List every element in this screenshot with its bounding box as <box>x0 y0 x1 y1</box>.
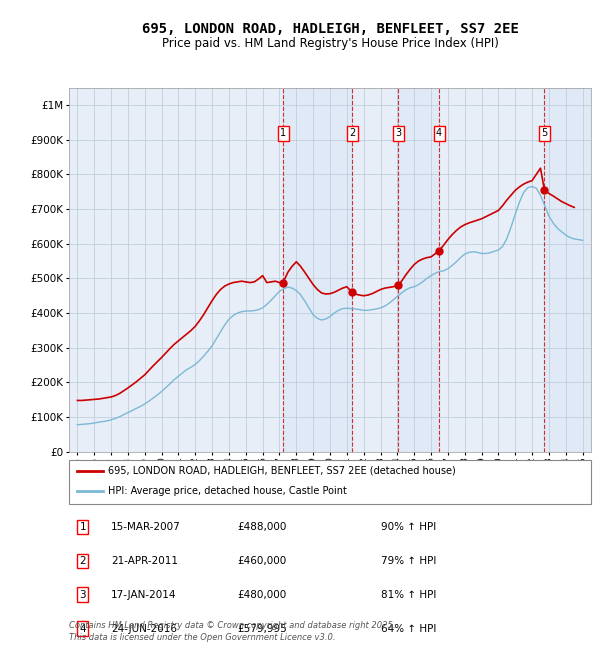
Text: HPI: Average price, detached house, Castle Point: HPI: Average price, detached house, Cast… <box>108 486 347 497</box>
Text: 1: 1 <box>79 522 86 532</box>
FancyBboxPatch shape <box>69 460 591 504</box>
Text: 695, LONDON ROAD, HADLEIGH, BENFLEET, SS7 2EE (detached house): 695, LONDON ROAD, HADLEIGH, BENFLEET, SS… <box>108 465 456 476</box>
Bar <box>398 88 439 452</box>
Text: 21-APR-2011: 21-APR-2011 <box>111 556 178 566</box>
Text: 1: 1 <box>280 128 286 138</box>
Bar <box>283 88 352 452</box>
Text: 2: 2 <box>79 556 86 566</box>
Text: 17-JAN-2014: 17-JAN-2014 <box>111 590 176 600</box>
Text: 3: 3 <box>79 590 86 600</box>
Text: 79% ↑ HPI: 79% ↑ HPI <box>381 556 436 566</box>
Text: 695, LONDON ROAD, HADLEIGH, BENFLEET, SS7 2EE: 695, LONDON ROAD, HADLEIGH, BENFLEET, SS… <box>142 22 518 36</box>
Text: £488,000: £488,000 <box>237 522 286 532</box>
Text: £480,000: £480,000 <box>237 590 286 600</box>
Text: 24-JUN-2016: 24-JUN-2016 <box>111 623 177 634</box>
Text: 64% ↑ HPI: 64% ↑ HPI <box>381 623 436 634</box>
Text: 4: 4 <box>436 128 442 138</box>
Text: £579,995: £579,995 <box>237 623 287 634</box>
Text: 90% ↑ HPI: 90% ↑ HPI <box>381 522 436 532</box>
Text: 2: 2 <box>349 128 355 138</box>
Text: Contains HM Land Registry data © Crown copyright and database right 2025.
This d: Contains HM Land Registry data © Crown c… <box>69 621 395 642</box>
Text: 4: 4 <box>79 623 86 634</box>
Bar <box>544 88 591 452</box>
Text: 3: 3 <box>395 128 401 138</box>
Text: 5: 5 <box>541 128 547 138</box>
Text: Price paid vs. HM Land Registry's House Price Index (HPI): Price paid vs. HM Land Registry's House … <box>161 37 499 50</box>
Text: 15-MAR-2007: 15-MAR-2007 <box>111 522 181 532</box>
Text: 81% ↑ HPI: 81% ↑ HPI <box>381 590 436 600</box>
Text: £460,000: £460,000 <box>237 556 286 566</box>
